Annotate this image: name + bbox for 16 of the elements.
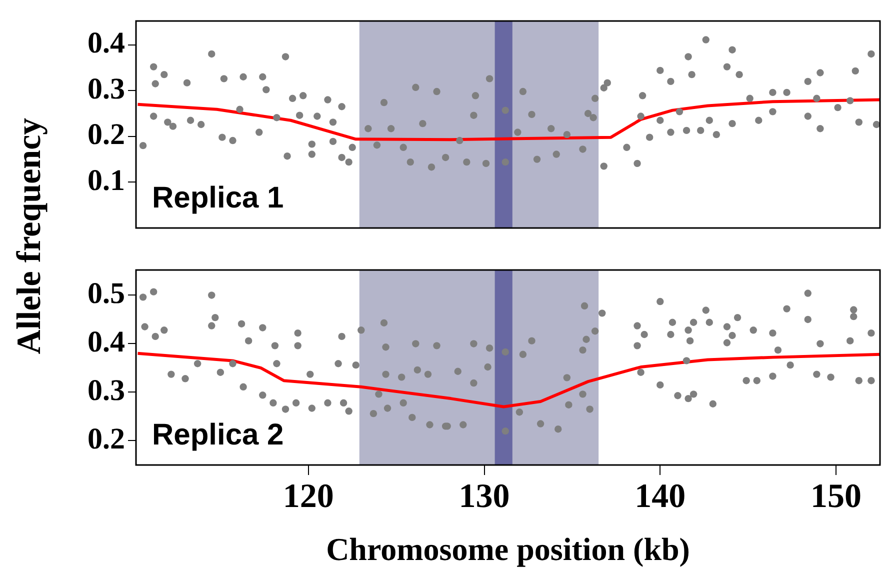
x-axis-title: Chromosome position (kb) (326, 531, 690, 568)
x-tick-label: 150 (810, 478, 862, 516)
x-tick-label: 130 (458, 478, 510, 516)
y-tick-label: 0.3 (88, 374, 125, 407)
y-tick-label: 0.1 (88, 164, 125, 197)
y-tick-label: 0.2 (88, 422, 125, 456)
x-tick-label: 120 (282, 478, 334, 516)
y-tick-label: 0.4 (88, 325, 125, 358)
x-tick-label: 140 (634, 478, 686, 516)
y-tick-label: 0.4 (88, 26, 125, 60)
y-tick-label: 0.5 (88, 276, 125, 310)
y-tick-label: 0.2 (88, 118, 125, 152)
y-tick-label: 0.3 (88, 72, 125, 106)
annotation: Replica 2 (152, 418, 284, 452)
annotation: Replica 1 (152, 181, 284, 214)
y-axis-title: Allele frequency (11, 117, 49, 354)
